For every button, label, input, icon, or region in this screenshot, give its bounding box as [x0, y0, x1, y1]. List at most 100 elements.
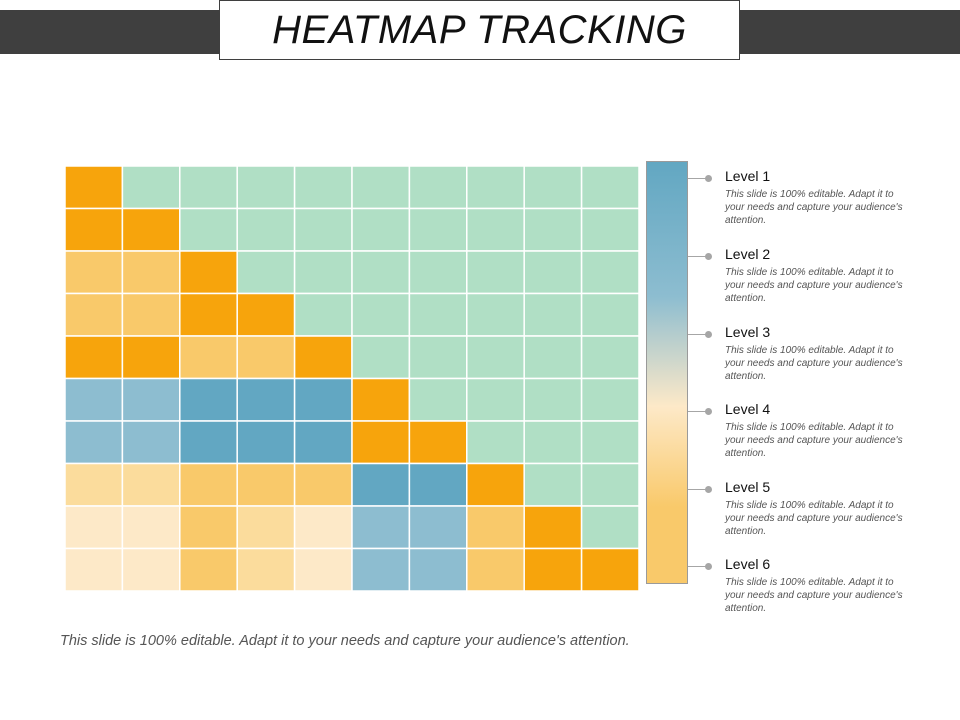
heatmap-cell-r9-c9 — [523, 505, 583, 550]
heatmap-cell-r4-c7 — [408, 292, 468, 337]
legend-connector — [688, 411, 708, 412]
heatmap-cell-r7-c1 — [65, 420, 124, 465]
legend-dot-icon — [705, 563, 712, 570]
heatmap-cell-r1-c8 — [466, 166, 525, 210]
heatmap-cell-r1-c9 — [523, 166, 583, 210]
heatmap-cell-r5-c6 — [351, 335, 411, 380]
legend-title: Level 1 — [725, 168, 771, 184]
heatmap-cell-r6-c7 — [408, 377, 468, 422]
heatmap-cell-r7-c8 — [466, 420, 525, 465]
legend-dot-icon — [705, 175, 712, 182]
legend-item-level-6: Level 6 This slide is 100% editable. Adap… — [688, 554, 918, 616]
heatmap-cell-r5-c8 — [466, 335, 525, 380]
page-title: HEATMAP TRACKING — [272, 7, 687, 52]
heatmap-cell-r7-c7 — [408, 420, 468, 465]
legend-description: This slide is 100% editable. Adapt it to… — [725, 267, 903, 304]
heatmap-cell-r9-c7 — [408, 505, 468, 550]
heatmap-cell-r2-c5 — [293, 207, 353, 252]
heatmap-cell-r9-c10 — [580, 505, 639, 550]
heatmap-cell-r10-c2 — [121, 547, 181, 591]
legend-title: Level 6 — [725, 556, 771, 572]
heatmap-cell-r3-c2 — [121, 250, 181, 295]
legend-connector — [688, 489, 708, 490]
heatmap-cell-r7-c4 — [236, 420, 296, 465]
heatmap-cell-r5-c4 — [236, 335, 296, 380]
heatmap-cell-r4-c3 — [179, 292, 238, 337]
title-box: HEATMAP TRACKING — [219, 0, 740, 60]
legend-dot-icon — [705, 253, 712, 260]
legend-description: This slide is 100% editable. Adapt it to… — [725, 577, 903, 614]
heatmap-cell-r8-c1 — [65, 462, 124, 507]
heatmap-cell-r3-c5 — [293, 250, 353, 295]
heatmap-cell-r4-c5 — [293, 292, 353, 337]
heatmap-cell-r10-c3 — [179, 547, 238, 591]
heatmap-cell-r1-c1 — [65, 166, 124, 210]
legend-item-level-5: Level 5 This slide is 100% editable. Adap… — [688, 477, 918, 539]
heatmap-cell-r8-c6 — [351, 462, 411, 507]
legend-title: Level 4 — [725, 401, 771, 417]
heatmap-cell-r9-c1 — [65, 505, 124, 550]
heatmap-cell-r5-c9 — [523, 335, 583, 380]
heatmap-cell-r4-c8 — [466, 292, 525, 337]
heatmap-cell-r1-c6 — [351, 166, 411, 210]
heatmap-cell-r2-c8 — [466, 207, 525, 252]
heatmap-cell-r8-c10 — [580, 462, 639, 507]
heatmap-cell-r7-c5 — [293, 420, 353, 465]
heatmap-cell-r9-c8 — [466, 505, 525, 550]
legend-description: This slide is 100% editable. Adapt it to… — [725, 345, 903, 382]
color-scale-bar — [646, 161, 688, 584]
heatmap-cell-r8-c5 — [293, 462, 353, 507]
legend-connector — [688, 178, 708, 179]
heatmap-cell-r10-c5 — [293, 547, 353, 591]
legend-title: Level 2 — [725, 246, 771, 262]
heatmap-cell-r3-c4 — [236, 250, 296, 295]
heatmap-cell-r2-c3 — [179, 207, 238, 252]
heatmap-cell-r10-c10 — [580, 547, 639, 591]
heatmap-cell-r5-c1 — [65, 335, 124, 380]
heatmap-cell-r4-c10 — [580, 292, 639, 337]
heatmap-cell-r2-c1 — [65, 207, 124, 252]
heatmap-cell-r3-c10 — [580, 250, 639, 295]
heatmap-cell-r6-c6 — [351, 377, 411, 422]
heatmap-cell-r9-c5 — [293, 505, 353, 550]
heatmap-cell-r5-c2 — [121, 335, 181, 380]
heatmap-cell-r9-c4 — [236, 505, 296, 550]
legend-dot-icon — [705, 486, 712, 493]
heatmap-cell-r1-c2 — [121, 166, 181, 210]
heatmap-cell-r4-c2 — [121, 292, 181, 337]
heatmap-cell-r5-c10 — [580, 335, 639, 380]
heatmap-cell-r8-c2 — [121, 462, 181, 507]
heatmap-cell-r3-c1 — [65, 250, 124, 295]
heatmap-cell-r10-c1 — [65, 547, 124, 591]
heatmap-cell-r6-c9 — [523, 377, 583, 422]
heatmap-cell-r7-c2 — [121, 420, 181, 465]
heatmap-cell-r8-c3 — [179, 462, 238, 507]
heatmap-cell-r7-c9 — [523, 420, 583, 465]
heatmap-cell-r4-c1 — [65, 292, 124, 337]
legend-dot-icon — [705, 331, 712, 338]
heatmap-cell-r6-c2 — [121, 377, 181, 422]
legend-connector — [688, 256, 708, 257]
heatmap-cell-r3-c3 — [179, 250, 238, 295]
legend-item-level-4: Level 4 This slide is 100% editable. Adap… — [688, 399, 918, 461]
heatmap-cell-r5-c3 — [179, 335, 238, 380]
legend-item-level-3: Level 3 This slide is 100% editable. Adap… — [688, 322, 918, 384]
heatmap-cell-r4-c6 — [351, 292, 411, 337]
heatmap-cell-r6-c1 — [65, 377, 124, 422]
heatmap-cell-r8-c8 — [466, 462, 525, 507]
heatmap-cell-r7-c3 — [179, 420, 238, 465]
heatmap-cell-r7-c6 — [351, 420, 411, 465]
legend-description: This slide is 100% editable. Adapt it to… — [725, 189, 903, 226]
heatmap-cell-r8-c9 — [523, 462, 583, 507]
heatmap-cell-r1-c10 — [580, 166, 639, 210]
heatmap-cell-r6-c3 — [179, 377, 238, 422]
heatmap-cell-r1-c5 — [293, 166, 353, 210]
heatmap-chart — [65, 166, 639, 591]
heatmap-cell-r6-c4 — [236, 377, 296, 422]
heatmap-cell-r2-c10 — [580, 207, 639, 252]
legend-title: Level 5 — [725, 479, 771, 495]
heatmap-cell-r10-c8 — [466, 547, 525, 591]
heatmap-cell-r10-c6 — [351, 547, 411, 591]
heatmap-cell-r4-c4 — [236, 292, 296, 337]
legend-description: This slide is 100% editable. Adapt it to… — [725, 422, 903, 459]
